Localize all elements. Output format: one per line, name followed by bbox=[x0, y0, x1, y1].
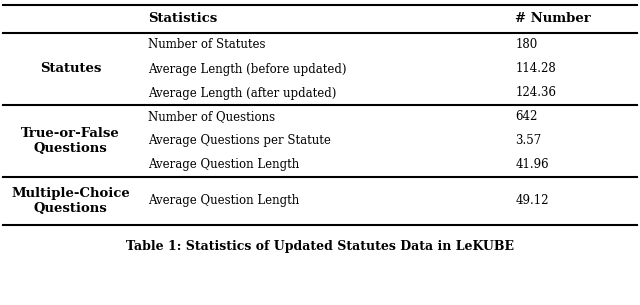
Text: 3.57: 3.57 bbox=[515, 135, 541, 148]
Text: # Number: # Number bbox=[515, 13, 591, 26]
Text: 180: 180 bbox=[515, 38, 538, 52]
Text: 642: 642 bbox=[515, 110, 538, 124]
Text: Statutes: Statutes bbox=[40, 63, 101, 76]
Text: Number of Questions: Number of Questions bbox=[148, 110, 276, 124]
Text: True-or-False
Questions: True-or-False Questions bbox=[21, 127, 120, 155]
Text: 114.28: 114.28 bbox=[515, 63, 556, 76]
Text: Multiple-Choice
Questions: Multiple-Choice Questions bbox=[11, 187, 130, 215]
Text: Number of Statutes: Number of Statutes bbox=[148, 38, 266, 52]
Text: Average Questions per Statute: Average Questions per Statute bbox=[148, 135, 332, 148]
Text: Average Question Length: Average Question Length bbox=[148, 195, 300, 207]
Text: Average Length (before updated): Average Length (before updated) bbox=[148, 63, 347, 76]
Text: 41.96: 41.96 bbox=[515, 159, 549, 171]
Text: 49.12: 49.12 bbox=[515, 195, 548, 207]
Text: 124.36: 124.36 bbox=[515, 87, 556, 99]
Text: Statistics: Statistics bbox=[148, 13, 218, 26]
Text: Table 1: Statistics of Updated Statutes Data in LeKUBE: Table 1: Statistics of Updated Statutes … bbox=[126, 241, 514, 253]
Text: Average Length (after updated): Average Length (after updated) bbox=[148, 87, 337, 99]
Text: Average Question Length: Average Question Length bbox=[148, 159, 300, 171]
